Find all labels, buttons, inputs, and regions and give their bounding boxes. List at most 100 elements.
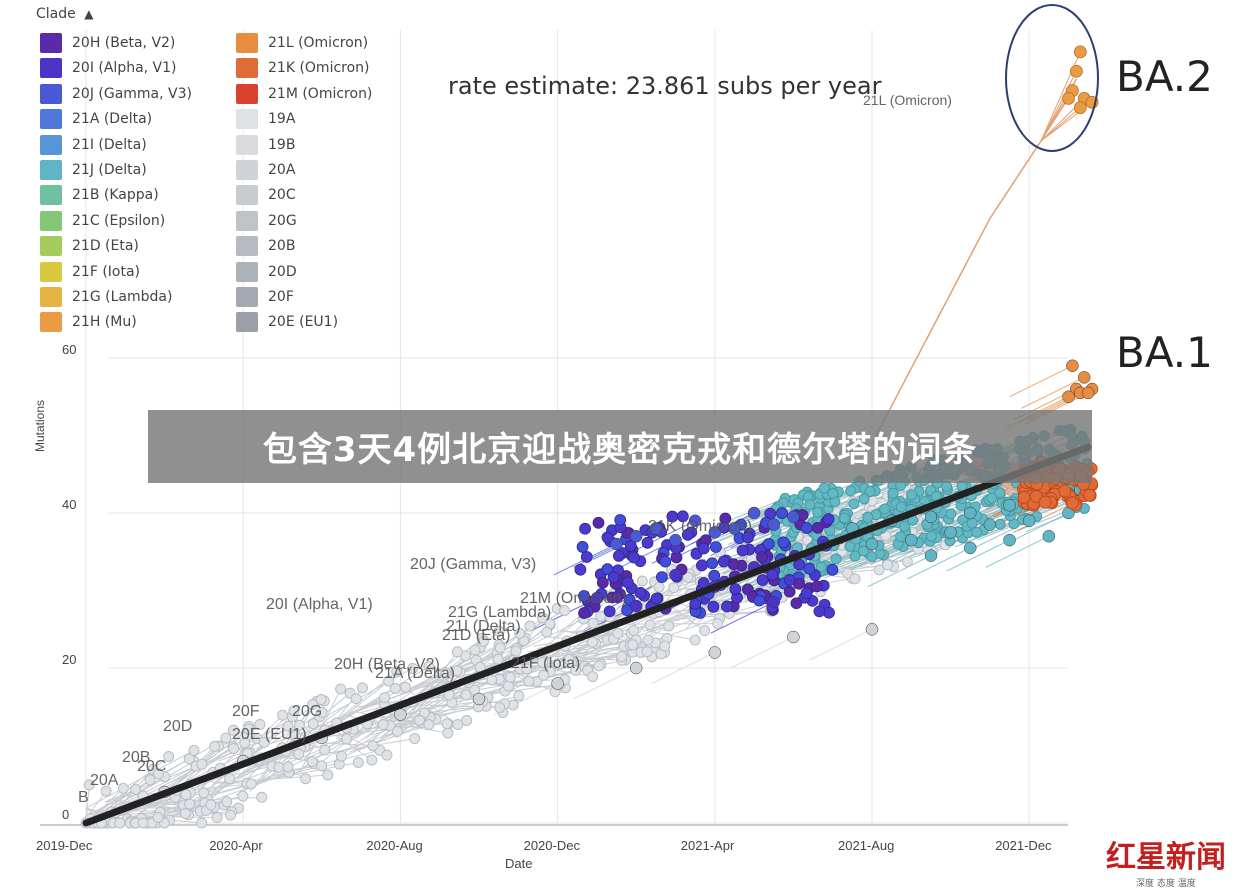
legend-label: 21J (Delta) [72,162,147,178]
sample-point [848,498,860,510]
series-point [767,518,780,531]
sample-point [196,758,208,770]
series-branch [651,652,716,684]
series-point [708,526,722,539]
ba1-point [1038,495,1052,509]
branch [403,644,500,692]
legend-label: 20E (EU1) [268,314,339,331]
legend-item[interactable]: 20H (Beta, V2) [40,32,175,54]
ba2-point [1062,91,1075,105]
sample-point [580,551,593,563]
legend-item[interactable]: 21F (Iota) [40,261,140,283]
ba2-point [1073,101,1087,115]
sample-point [879,503,891,515]
clade-annotation: 20B [122,749,150,766]
series-point [472,692,486,706]
sample-point [634,586,647,599]
legend-swatch [236,109,258,130]
legend-item[interactable]: 20A [236,159,295,181]
legend-title-text: Clade [36,6,76,22]
legend-item[interactable]: 20D [236,261,297,283]
series-point [629,599,643,613]
legend-item[interactable]: 21M (Omicron) [236,83,372,105]
series-branch [907,547,971,580]
clade-annotation: 20G [292,703,322,720]
sample-point [451,646,463,658]
legend-item[interactable]: 21B (Kappa) [40,184,159,206]
clade-annotation: 20D [163,718,192,735]
sample-point [256,791,268,803]
sample-point [300,773,312,785]
sample-point [727,558,740,571]
sample-point [180,789,192,801]
legend-item[interactable]: 21J (Delta) [40,159,147,181]
clade-annotation: 21I (Delta) [446,618,521,635]
series-point [688,514,702,527]
legend-item[interactable]: 21H (Mu) [40,311,137,333]
sample-point [813,605,826,618]
sample-point [293,748,305,760]
sample-point [611,591,624,604]
legend-swatch [40,261,62,282]
branch [334,730,398,754]
legend-item[interactable]: 20E (EU1) [236,311,338,333]
sample-point [273,761,285,773]
sample-point [849,573,861,585]
legend-item[interactable]: 21A (Delta) [40,108,152,130]
legend-item[interactable]: 20I (Alpha, V1) [40,57,177,79]
series-branch [808,628,873,661]
legend-item[interactable]: 21L (Omicron) [236,32,368,54]
sample-point [742,531,754,544]
legend-item[interactable]: 21K (Omicron) [236,57,370,79]
sample-point [441,718,453,730]
legend-label: 20D [268,263,297,280]
legend-item[interactable]: 20C [236,184,296,206]
sample-point [721,600,733,613]
sample-point [986,492,998,504]
sample-point [538,669,550,681]
sample-point [676,510,689,523]
series-point [944,526,957,539]
legend-swatch [40,134,62,155]
chevron-up-icon[interactable]: ▲ [84,7,94,21]
regression-line-path [82,443,1092,827]
sample-point [601,531,614,544]
legend-item[interactable]: 21C (Epsilon) [40,210,165,232]
sample-point [681,528,694,541]
series-branch [573,667,637,700]
legend-title[interactable]: Clade ▲ [36,6,93,22]
legend-item[interactable]: 20J (Gamma, V3) [40,83,192,105]
sample-point [423,660,435,672]
sample-point [586,636,598,648]
sample-point [901,556,913,568]
sample-point [578,590,590,602]
legend-item[interactable]: 21I (Delta) [40,134,147,156]
clade-annotation: 20A [90,772,119,789]
legend-item[interactable]: 20F [236,286,294,308]
ba2-ellipse [1005,4,1099,152]
legend-item[interactable]: 21G (Lambda) [40,286,172,308]
legend-item[interactable]: 19A [236,108,295,130]
sample-point [319,744,331,756]
legend-item[interactable]: 21D (Eta) [40,235,139,257]
legend-item[interactable]: 20G [236,210,297,232]
series-point [1077,371,1091,384]
sample-point [627,639,639,651]
sample-point [682,571,694,583]
sample-point [477,635,489,647]
sample-point [818,482,830,494]
series-point [964,541,977,555]
sample-point [729,583,742,595]
clade-annotation: 20H (Beta, V2) [334,656,440,673]
sample-point [100,785,112,797]
legend-item[interactable]: 20B [236,235,295,257]
legend-item[interactable]: 19B [236,134,295,156]
series-point [905,533,918,547]
ba1-point [1017,491,1031,504]
headline-banner: 包含3天4例北京迎战奥密克戎和德尔塔的词条 [148,410,1092,483]
sample-point [945,508,957,520]
sample-point [756,551,768,564]
sample-point [790,597,803,610]
x-tick-label: 2021-Aug [838,838,894,853]
sample-point [152,768,164,780]
